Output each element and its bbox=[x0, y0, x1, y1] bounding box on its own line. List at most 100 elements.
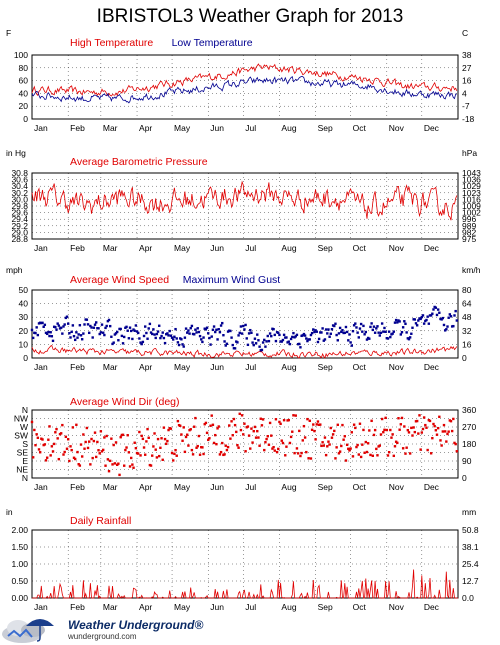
wind-dir-point bbox=[97, 449, 100, 452]
series-line-0 bbox=[31, 63, 458, 97]
y-tick-label-right: 0 bbox=[462, 353, 467, 363]
wind-gust-point bbox=[266, 334, 269, 338]
month-label: Dec bbox=[424, 243, 440, 253]
wind-dir-point bbox=[300, 451, 303, 455]
wind-dir-point bbox=[139, 454, 142, 457]
wind-dir-point bbox=[452, 417, 455, 421]
wind-dir-point bbox=[117, 462, 120, 465]
wind-gust-point bbox=[425, 318, 428, 322]
month-label: Apr bbox=[139, 243, 152, 253]
wind-gust-point bbox=[173, 335, 176, 338]
month-label: Jul bbox=[245, 602, 256, 612]
wind-dir-point bbox=[239, 428, 243, 432]
wind-gust-point bbox=[382, 330, 385, 333]
wind-gust-point bbox=[145, 331, 148, 335]
wind-gust-point bbox=[327, 328, 330, 331]
wind-gust-point bbox=[294, 335, 297, 338]
wind-dir-point bbox=[34, 444, 37, 447]
wind-gust-point bbox=[117, 339, 120, 342]
wind-dir-point bbox=[127, 451, 131, 454]
month-label: Jun bbox=[210, 362, 224, 372]
wind-dir-point bbox=[140, 434, 143, 438]
wind-dir-point bbox=[83, 447, 86, 450]
wind-dir-point bbox=[205, 431, 209, 435]
wind-dir-point bbox=[382, 430, 385, 434]
wind-dir-point bbox=[273, 449, 276, 452]
wind-dir-point bbox=[190, 448, 194, 452]
wind-gust-point bbox=[252, 343, 255, 347]
y-tick-label-right: 12.7 bbox=[462, 576, 479, 586]
y-tick-label-left: 30.2 bbox=[11, 188, 28, 198]
wind-gust-point bbox=[417, 319, 420, 322]
wind-gust-point bbox=[187, 329, 190, 332]
wind-gust-point bbox=[305, 337, 308, 340]
wind-gust-point bbox=[208, 336, 211, 340]
wind-dir-point bbox=[45, 456, 49, 459]
wind-dir-point bbox=[235, 430, 238, 434]
wind-dir-point bbox=[181, 439, 184, 442]
wind-gust-point bbox=[91, 336, 94, 339]
y-tick-label-left: 1.00 bbox=[11, 559, 28, 569]
wind-dir-point bbox=[101, 448, 105, 452]
wind-gust-point bbox=[190, 324, 194, 328]
wind-dir-point bbox=[105, 434, 108, 438]
wind-dir-point bbox=[301, 439, 304, 442]
month-label: Jul bbox=[245, 482, 256, 492]
y-tick-label-right: 1036 bbox=[462, 175, 481, 185]
wind-dir-point bbox=[447, 430, 450, 433]
wind-dir-point bbox=[147, 436, 150, 439]
wind-dir-point bbox=[119, 436, 122, 439]
wind-gust-point bbox=[410, 332, 413, 335]
wind-dir-point bbox=[350, 431, 353, 434]
month-label: Sep bbox=[318, 362, 333, 372]
wind-gust-point bbox=[303, 334, 307, 337]
y-tick-label-right: 0.0 bbox=[462, 593, 474, 603]
wind-gust-point bbox=[268, 332, 272, 335]
wind-dir-point bbox=[107, 469, 111, 473]
wind-dir-point bbox=[156, 437, 160, 441]
wind-dir-point bbox=[366, 442, 370, 445]
y-tick-label-left: NE bbox=[16, 465, 28, 475]
wind-gust-point bbox=[445, 328, 448, 331]
month-label: Jul bbox=[245, 243, 256, 253]
wind-dir-point bbox=[292, 414, 295, 417]
wind-dir-point bbox=[370, 419, 373, 423]
wind-dir-point bbox=[123, 464, 126, 467]
wind-dir-point bbox=[182, 426, 185, 429]
wind-gust-point bbox=[162, 336, 166, 340]
wind-gust-point bbox=[149, 331, 153, 334]
month-label: Mar bbox=[103, 243, 118, 253]
y-tick-label-left: 80 bbox=[19, 63, 29, 73]
wind-dir-point bbox=[280, 439, 283, 442]
wind-gust-point bbox=[322, 339, 325, 342]
wind-dir-point bbox=[321, 441, 324, 444]
wind-gust-point bbox=[153, 333, 156, 336]
y-tick-label-right: 1016 bbox=[462, 194, 481, 204]
wind-dir-point bbox=[266, 435, 269, 438]
wind-dir-point bbox=[131, 463, 134, 466]
wind-gust-point bbox=[399, 333, 403, 336]
wind-gust-point bbox=[120, 334, 124, 338]
y-tick-label-left: 29.4 bbox=[11, 214, 28, 224]
wind-dir-point bbox=[72, 456, 76, 460]
wind-dir-point bbox=[118, 473, 121, 477]
wind-gust-point bbox=[100, 323, 104, 326]
wind-dir-point bbox=[145, 440, 148, 443]
wind-dir-point bbox=[396, 441, 399, 445]
wind-dir-point bbox=[212, 441, 216, 445]
wind-gust-point bbox=[65, 315, 69, 318]
wind-dir-point bbox=[249, 447, 252, 450]
y-tick-label-right: 50.8 bbox=[462, 525, 479, 535]
y-tick-label-right: 27 bbox=[462, 63, 472, 73]
wind-gust-point bbox=[127, 337, 131, 340]
brand-name[interactable]: Weather Underground® bbox=[68, 618, 204, 632]
wind-dir-point bbox=[160, 437, 163, 440]
wind-dir-point bbox=[57, 457, 61, 461]
wind-dir-point bbox=[55, 427, 58, 431]
brand-site[interactable]: wunderground.com bbox=[68, 632, 137, 641]
month-label: Aug bbox=[281, 482, 296, 492]
wind-dir-point bbox=[303, 436, 307, 439]
wind-dir-point bbox=[333, 429, 336, 433]
wind-dir-point bbox=[191, 453, 195, 456]
legend-label: Daily Rainfall bbox=[70, 515, 131, 527]
